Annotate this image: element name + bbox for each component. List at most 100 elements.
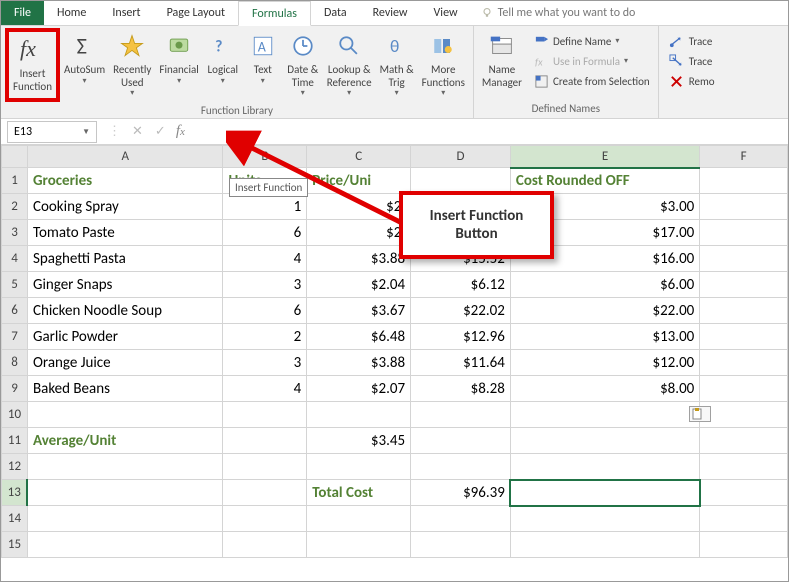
row-header[interactable]: 5 (2, 272, 28, 298)
cell[interactable]: 4 (223, 246, 307, 272)
cell[interactable]: 6 (223, 220, 307, 246)
cell[interactable]: Baked Beans (27, 376, 223, 402)
cell[interactable]: Total Cost (307, 480, 411, 506)
cell[interactable] (510, 402, 699, 428)
cell[interactable] (411, 532, 511, 558)
row-header[interactable]: 2 (2, 194, 28, 220)
row-header[interactable]: 14 (2, 506, 28, 532)
col-header-F[interactable]: F (700, 146, 788, 168)
row-header[interactable]: 12 (2, 454, 28, 480)
cell[interactable] (510, 532, 699, 558)
cell[interactable]: 1 (223, 194, 307, 220)
cell[interactable] (700, 532, 788, 558)
grid[interactable]: A B C D E F 1 Groceries Units Price/Uni … (1, 145, 788, 558)
row-header[interactable]: 6 (2, 298, 28, 324)
cell[interactable] (223, 506, 307, 532)
cell[interactable]: $22.02 (411, 298, 511, 324)
name-manager-button[interactable]: NameManager (478, 28, 526, 94)
cell[interactable]: Ginger Snaps (27, 272, 223, 298)
cell[interactable]: $3.45 (307, 428, 411, 454)
cell[interactable] (700, 480, 788, 506)
tab-file[interactable]: File (1, 1, 44, 25)
cell[interactable] (27, 454, 223, 480)
row-header[interactable]: 7 (2, 324, 28, 350)
cell[interactable]: $6.12 (411, 272, 511, 298)
cell[interactable]: Price/Uni (307, 168, 411, 194)
cell[interactable] (700, 350, 788, 376)
cell[interactable]: $2.04 (307, 272, 411, 298)
col-header-D[interactable]: D (411, 146, 511, 168)
cell[interactable] (27, 506, 223, 532)
cell[interactable]: $8.28 (411, 376, 511, 402)
financial-button[interactable]: Financial▾ (155, 28, 202, 94)
lookup-reference-button[interactable]: Lookup &Reference▾ (323, 28, 376, 100)
tab-formulas[interactable]: Formulas (238, 1, 311, 26)
cell[interactable] (307, 506, 411, 532)
cell[interactable]: $22.00 (510, 298, 699, 324)
select-all[interactable] (2, 146, 28, 168)
cell[interactable]: Orange Juice (27, 350, 223, 376)
cell[interactable] (700, 454, 788, 480)
row-header[interactable]: 8 (2, 350, 28, 376)
cell[interactable] (223, 428, 307, 454)
cancel-button[interactable]: ✕ (126, 124, 149, 139)
cell[interactable] (700, 220, 788, 246)
cell[interactable]: $11.64 (411, 350, 511, 376)
cell[interactable]: Groceries (27, 168, 223, 194)
selected-cell[interactable] (510, 480, 699, 506)
trace-precedents-button[interactable]: Trace (665, 32, 719, 50)
col-header-E[interactable]: E (510, 146, 699, 168)
cell[interactable] (223, 480, 307, 506)
cell[interactable]: 6 (223, 298, 307, 324)
cell[interactable] (700, 324, 788, 350)
enter-button[interactable]: ✓ (149, 124, 172, 139)
row-header[interactable]: 1 (2, 168, 28, 194)
cell[interactable]: $3.67 (307, 298, 411, 324)
row-header[interactable]: 4 (2, 246, 28, 272)
define-name-button[interactable]: Define Name ▾ (529, 32, 654, 50)
cell[interactable]: $8.00 (510, 376, 699, 402)
cell[interactable]: 3 (223, 350, 307, 376)
cell[interactable] (700, 428, 788, 454)
cell[interactable]: Cost Rounded OFF (510, 168, 699, 194)
cell[interactable] (411, 428, 511, 454)
fx-button[interactable]: fx (172, 123, 189, 140)
cell[interactable] (700, 194, 788, 220)
cell[interactable] (700, 402, 788, 428)
cell[interactable] (223, 454, 307, 480)
cell[interactable] (307, 532, 411, 558)
cell[interactable]: $12.00 (510, 350, 699, 376)
paste-options-icon[interactable] (689, 406, 711, 422)
autosum-button[interactable]: Σ AutoSum▾ (60, 28, 109, 94)
col-header-C[interactable]: C (307, 146, 411, 168)
use-in-formula-button[interactable]: fx Use in Formula ▾ (529, 52, 654, 70)
cell[interactable] (510, 506, 699, 532)
cell[interactable] (307, 454, 411, 480)
col-header-A[interactable]: A (27, 146, 223, 168)
cell[interactable] (510, 428, 699, 454)
cell[interactable]: $2. (307, 220, 411, 246)
cell[interactable] (700, 376, 788, 402)
cell[interactable]: Average/Unit (27, 428, 223, 454)
cell[interactable] (700, 168, 788, 194)
row-header[interactable]: 13 (2, 480, 28, 506)
formula-input[interactable] (189, 121, 788, 143)
cell[interactable]: $96.39 (411, 480, 511, 506)
cell[interactable] (411, 506, 511, 532)
cell[interactable]: Garlic Powder (27, 324, 223, 350)
cell[interactable] (27, 402, 223, 428)
row-header[interactable]: 11 (2, 428, 28, 454)
cell[interactable] (307, 402, 411, 428)
text-button[interactable]: A Text▾ (243, 28, 283, 94)
insert-function-button[interactable]: fx InsertFunction (5, 28, 60, 102)
trace-dependents-button[interactable]: Trace (665, 52, 719, 70)
row-header[interactable]: 3 (2, 220, 28, 246)
cell[interactable] (700, 246, 788, 272)
cell[interactable]: 3 (223, 272, 307, 298)
logical-button[interactable]: ? Logical▾ (203, 28, 243, 94)
recently-used-button[interactable]: RecentlyUsed▾ (109, 28, 155, 100)
tell-me[interactable]: Tell me what you want to do (471, 1, 636, 25)
cell[interactable]: 4 (223, 376, 307, 402)
tab-home[interactable]: Home (44, 1, 99, 25)
cell[interactable]: $3.88 (307, 246, 411, 272)
